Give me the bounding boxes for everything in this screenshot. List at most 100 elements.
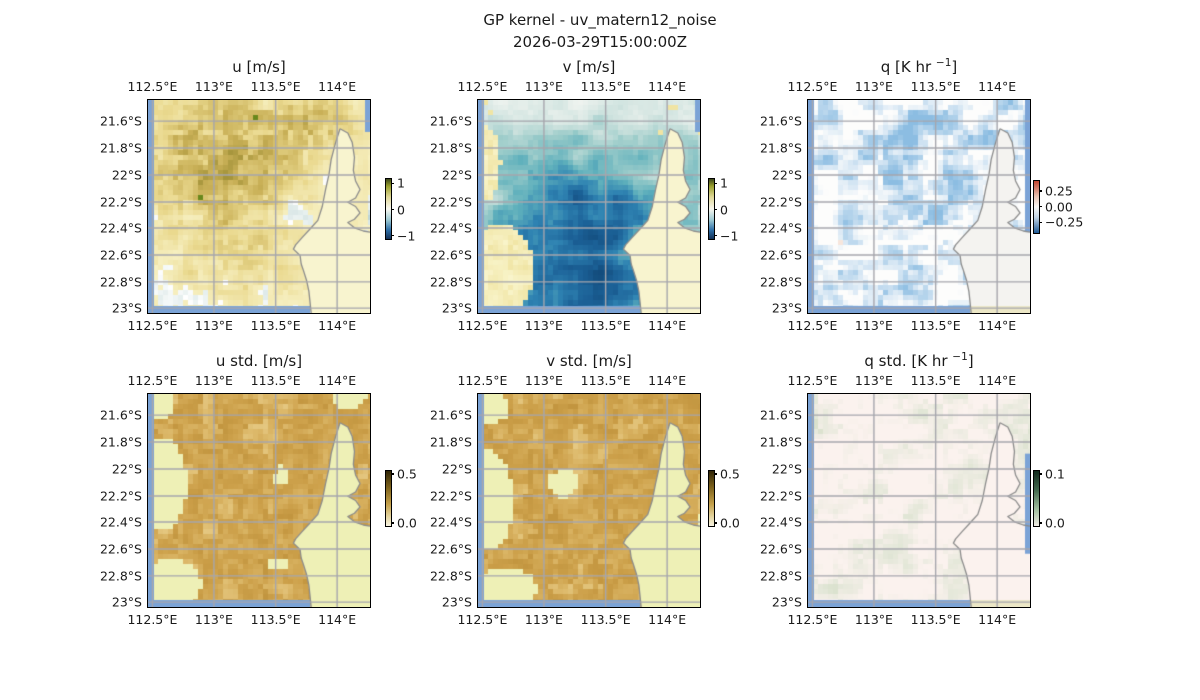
- q_std-xtick-top: 114°E: [978, 373, 1017, 388]
- q-colorbar-tick: [1039, 206, 1042, 208]
- q_std-xtick-top: 112.5°E: [787, 373, 838, 388]
- u-ytick: 22.4°S: [99, 220, 142, 236]
- v-ytick: 21.6°S: [429, 113, 472, 129]
- q-xtick-bottom: 112.5°E: [787, 318, 838, 333]
- v_std-xtick-top: 112.5°E: [457, 373, 508, 388]
- q_std-colorbar-label: 0.0: [1045, 515, 1065, 531]
- u-ytick: 22.2°S: [99, 194, 142, 210]
- q_std-xtick-bottom: 113.5°E: [910, 612, 961, 627]
- q-title-close: ]: [951, 58, 958, 76]
- q_std-title-superscript: −1: [952, 351, 968, 363]
- q_std-ytick: 23°S: [771, 594, 802, 610]
- q-xtick-bottom: 113.5°E: [910, 318, 961, 333]
- u-panel-title: u [m/s]: [148, 57, 370, 76]
- v-colorbar-label: −1: [720, 228, 739, 243]
- v-colorbar-tick: [714, 209, 717, 211]
- u_std-title-text: u std. [m/s]: [215, 352, 303, 370]
- v-ytick: 22.8°S: [429, 274, 472, 290]
- u_std-ytick: 22°S: [111, 461, 142, 477]
- v_std-xtick-bottom: 112.5°E: [457, 612, 508, 627]
- v-panel-title: v [m/s]: [478, 57, 700, 76]
- v-ytick: 23°S: [441, 300, 472, 316]
- u-colorbar-tick: [391, 235, 394, 237]
- u-ytick: 21.6°S: [99, 113, 142, 129]
- u-colorbar: [385, 178, 392, 240]
- v_std-xtick-top: 114°E: [648, 373, 687, 388]
- v-colorbar-tick: [714, 235, 717, 237]
- v-ytick: 22°S: [441, 167, 472, 183]
- q_std-ytick: 22.2°S: [759, 488, 802, 504]
- q-ytick: 22.4°S: [759, 220, 802, 236]
- q-xtick-bottom: 113°E: [854, 318, 893, 333]
- u-xtick-top: 114°E: [318, 79, 357, 94]
- u-title-text: u [m/s]: [232, 58, 286, 76]
- q_std-colorbar-tick: [1039, 473, 1042, 475]
- u_std-ytick: 21.6°S: [99, 407, 142, 423]
- q_std-xtick-bottom: 112.5°E: [787, 612, 838, 627]
- u-xtick-bottom: 114°E: [318, 318, 357, 333]
- u_std-panel-title: u std. [m/s]: [148, 351, 370, 370]
- v_std-colorbar-label: 0.0: [720, 515, 740, 531]
- v-xtick-top: 112.5°E: [457, 79, 508, 94]
- u_std-xtick-top: 112.5°E: [127, 373, 178, 388]
- q_std-xtick-bottom: 113°E: [854, 612, 893, 627]
- v_std-colorbar-label: 0.5: [720, 466, 740, 482]
- v_std-xtick-top: 113.5°E: [580, 373, 631, 388]
- u_std-heatmap: [147, 393, 371, 608]
- v_std-xtick-bottom: 113.5°E: [580, 612, 631, 627]
- q_std-ytick: 22.8°S: [759, 568, 802, 584]
- v_std-colorbar: [708, 470, 715, 527]
- q-colorbar-tick: [1039, 221, 1042, 223]
- q_std-xtick-top: 113.5°E: [910, 373, 961, 388]
- u-ytick: 22.6°S: [99, 247, 142, 263]
- q-colorbar-label: 0.25: [1045, 183, 1073, 199]
- u-xtick-top: 112.5°E: [127, 79, 178, 94]
- u-heatmap: [147, 99, 371, 314]
- u-ytick: 21.8°S: [99, 140, 142, 156]
- v_std-ytick: 21.8°S: [429, 434, 472, 450]
- q-xtick-top: 113.5°E: [910, 79, 961, 94]
- q_std-colorbar: [1033, 470, 1040, 527]
- u-colorbar-tick: [391, 182, 394, 185]
- v-ytick: 21.8°S: [429, 140, 472, 156]
- v-xtick-bottom: 113°E: [524, 318, 563, 333]
- u_std-xtick-top: 113°E: [194, 373, 233, 388]
- u_std-xtick-bottom: 112.5°E: [127, 612, 178, 627]
- q-panel-title: q [K hr −1]: [808, 57, 1030, 76]
- u-xtick-bottom: 113°E: [194, 318, 233, 333]
- u_std-xtick-bottom: 113°E: [194, 612, 233, 627]
- v_std-colorbar-tick: [714, 522, 717, 524]
- u_std-ytick: 22.6°S: [99, 541, 142, 557]
- v-colorbar-label: 1: [720, 175, 728, 191]
- q_std-colorbar-tick: [1039, 522, 1042, 524]
- v_std-ytick: 21.6°S: [429, 407, 472, 423]
- u-ytick: 22.8°S: [99, 274, 142, 290]
- u-xtick-bottom: 112.5°E: [127, 318, 178, 333]
- u_std-colorbar-label: 0.0: [397, 515, 417, 531]
- v_std-xtick-top: 113°E: [524, 373, 563, 388]
- q_std-heatmap: [807, 393, 1031, 608]
- q-title-text: q [K hr: [880, 58, 936, 76]
- u-xtick-top: 113.5°E: [250, 79, 301, 94]
- v_std-colorbar-tick: [714, 473, 717, 475]
- v-colorbar: [708, 178, 715, 240]
- q_std-xtick-top: 113°E: [854, 373, 893, 388]
- v-colorbar-label: 0: [720, 202, 728, 218]
- v_std-ytick: 22.4°S: [429, 514, 472, 530]
- v-xtick-bottom: 112.5°E: [457, 318, 508, 333]
- q-title-superscript: −1: [935, 57, 952, 69]
- v-xtick-bottom: 113.5°E: [580, 318, 631, 333]
- u-xtick-top: 113°E: [194, 79, 233, 94]
- q-xtick-top: 112.5°E: [787, 79, 838, 94]
- v_std-ytick: 22.6°S: [429, 541, 472, 557]
- u_std-xtick-top: 114°E: [318, 373, 357, 388]
- u-colorbar-tick: [391, 209, 394, 211]
- q_std-title-text: q std. [K hr: [864, 352, 953, 370]
- figure-suptitle-line2: 2026-03-29T15:00:00Z: [513, 33, 687, 51]
- v-title-text: v [m/s]: [562, 58, 616, 76]
- u-colorbar-label: −1: [397, 228, 416, 243]
- v-heatmap: [477, 99, 701, 314]
- v_std-panel-title: v std. [m/s]: [478, 351, 700, 370]
- u_std-xtick-bottom: 113.5°E: [250, 612, 301, 627]
